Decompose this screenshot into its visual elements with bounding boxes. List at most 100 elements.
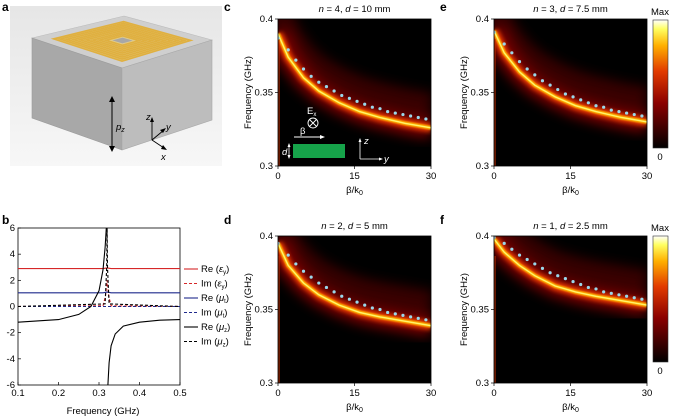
simulation-point: [324, 85, 329, 89]
simulation-point: [378, 307, 382, 312]
heatmap-ylabel: Frequency (GHz): [243, 273, 254, 346]
heatmap-xlabel: β/k0: [562, 402, 579, 414]
inset-field-label: Ex: [307, 106, 316, 118]
y-tick-label: 0.35: [471, 305, 490, 316]
coil-turn: [76, 27, 168, 54]
simulation-point: [617, 293, 621, 297]
y-tick-label: 0.3: [476, 378, 489, 389]
heatmap-plot: [494, 19, 647, 166]
simulation-point: [301, 269, 306, 273]
y-tick-label: 0.35: [255, 305, 274, 316]
simulation-point: [563, 277, 568, 281]
height-label: pz: [115, 122, 125, 134]
simulation-point: [625, 111, 629, 115]
simulation-point: [340, 294, 344, 298]
series-line: [18, 280, 180, 308]
heatmap-title: n = 4, d = 10 mm: [319, 4, 391, 15]
simulation-point: [370, 105, 374, 109]
coil-turn: [96, 33, 149, 49]
legend-entry: Im (εy): [201, 279, 228, 291]
series-line: [18, 228, 180, 308]
simulation-point: [401, 313, 405, 317]
simulation-point: [332, 290, 336, 294]
simulation-point: [533, 73, 537, 77]
simulation-point: [632, 112, 636, 117]
simulation-point: [517, 60, 522, 64]
simulation-point: [563, 92, 568, 96]
heatmap-glow: [494, 19, 647, 113]
simulation-point: [317, 80, 321, 84]
dispersion-curve: [278, 243, 431, 327]
axis-x-label: x: [160, 152, 167, 163]
y-tick-label: -2: [7, 328, 15, 339]
y-tick-label: 6: [10, 223, 15, 234]
heatmap-ylabel: Frequency (GHz): [459, 273, 470, 346]
simulation-point: [602, 105, 606, 109]
simulation-point: [625, 294, 629, 298]
chart-b-xlabel: Frequency (GHz): [67, 406, 140, 416]
simulation-point: [640, 297, 644, 301]
panel-label-d: d: [224, 213, 231, 227]
simulation-point: [393, 312, 397, 316]
heatmap-plot: [494, 236, 647, 383]
heatmap-title: n = 2, d = 5 mm: [321, 221, 388, 232]
simulation-point: [386, 310, 390, 315]
y-tick-label: 0.3: [476, 161, 489, 172]
coil-turn: [70, 25, 175, 56]
panel-e: e n = 3, d = 7.5 mm 0 15 30 0.3 0.35 0.4 β/k0 Fre…: [440, 0, 652, 197]
simulation-point: [370, 306, 374, 310]
simulation-point: [424, 117, 428, 121]
legend-entry: Re (εy): [201, 264, 229, 276]
simulation-point: [533, 262, 537, 266]
simulation-point: [393, 111, 397, 115]
y-tick-label: 0.35: [255, 88, 274, 99]
coil-turn: [83, 29, 162, 53]
x-tick-label: 0: [275, 171, 280, 182]
y-tick-label: 4: [10, 249, 15, 260]
simulation-point: [556, 274, 560, 278]
simulation-point: [502, 42, 506, 46]
simulation-point: [409, 315, 413, 319]
axis-y-label: y: [165, 122, 172, 133]
dispersion-curve: [278, 33, 431, 129]
simulation-point: [502, 241, 506, 245]
y-tick-label: 0.3: [260, 378, 273, 389]
colorbar-top: Max 0: [651, 7, 669, 163]
simulation-point: [363, 303, 367, 307]
heatmap-ylabel: Frequency (GHz): [243, 56, 254, 129]
coil-turn: [57, 22, 188, 60]
simulation-point: [571, 279, 575, 284]
y-tick-label: 0.4: [260, 14, 273, 25]
simulation-point: [416, 115, 420, 120]
panel-a: a pz z y x: [2, 0, 222, 166]
simulation-point: [294, 58, 298, 62]
x-tick-label: 15: [349, 171, 360, 182]
simulation-point: [579, 98, 583, 102]
colorbar-bottom: Max 0: [651, 223, 669, 377]
simulation-point: [586, 101, 590, 105]
heatmap-xlabel: β/k0: [562, 185, 579, 197]
heatmap-glow: [278, 236, 431, 317]
inset-y-label: y: [383, 154, 390, 165]
colorbar-max-label: Max: [651, 7, 669, 18]
simulation-point: [332, 89, 336, 93]
simulation-point: [548, 271, 552, 275]
y-tick-label: -6: [7, 380, 15, 391]
simulation-point: [540, 266, 545, 270]
dispersion-curve: [494, 30, 647, 123]
waveguide-block: [293, 144, 345, 158]
colorbar-min-label: 0: [657, 366, 662, 377]
legend-entry: Im (μz): [201, 337, 229, 349]
simulation-point: [640, 114, 644, 118]
panel-label-e: e: [440, 0, 447, 14]
x-tick-label: 0: [491, 171, 496, 182]
x-tick-label: 15: [565, 171, 576, 182]
legend-entry: Re (μt): [201, 293, 229, 305]
simulation-point: [617, 110, 621, 114]
simulation-point: [340, 93, 344, 98]
x-tick-label: 0.3: [92, 388, 105, 399]
series-line: [18, 291, 180, 294]
simulation-point: [510, 51, 514, 55]
y-tick-label: 0: [10, 302, 15, 313]
